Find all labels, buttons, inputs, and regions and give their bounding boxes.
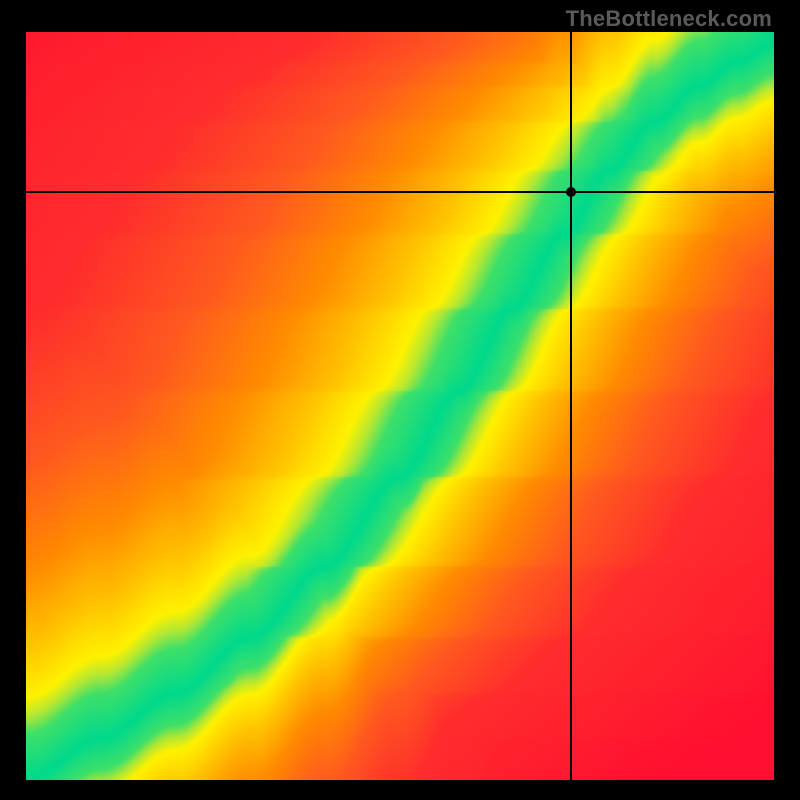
heatmap-plot (26, 32, 774, 780)
watermark-text: TheBottleneck.com (566, 6, 772, 32)
heatmap-canvas (26, 32, 774, 780)
